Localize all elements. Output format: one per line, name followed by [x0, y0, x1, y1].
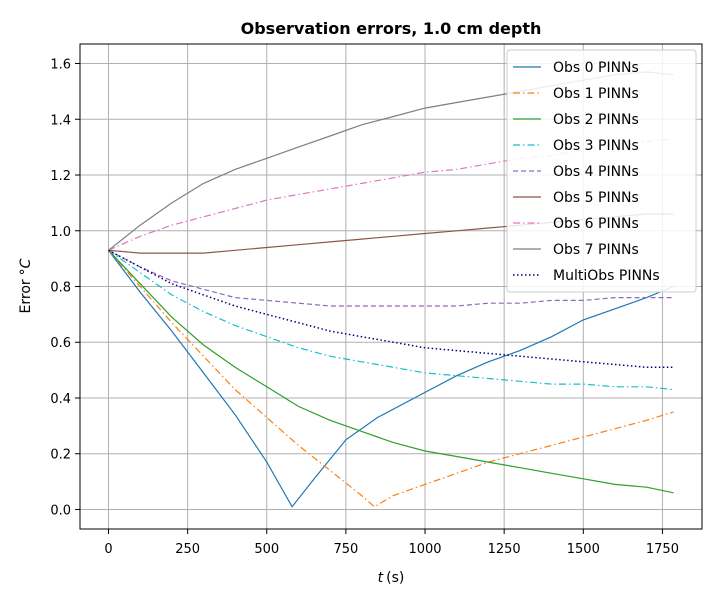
x-tick-label: 250	[175, 542, 200, 557]
x-tick-label: 1750	[646, 542, 679, 557]
y-tick-label: 0.8	[50, 281, 71, 296]
y-tick-label: 0.0	[50, 503, 71, 518]
y-tick-label: 0.2	[50, 448, 71, 463]
x-tick-label: 750	[333, 542, 358, 557]
y-tick-label: 1.4	[50, 113, 71, 128]
legend-label: Obs 6 PINNs	[553, 216, 639, 232]
series-line-6	[108, 138, 674, 251]
x-axis-label: t (s)	[378, 570, 405, 586]
y-axis-text: Error	[18, 279, 34, 313]
y-tick-label: 0.6	[50, 336, 71, 351]
legend-label: Obs 2 PINNs	[553, 112, 639, 128]
legend-label: Obs 0 PINNs	[553, 60, 639, 76]
series-line-4	[108, 249, 674, 307]
legend-label: Obs 7 PINNs	[553, 242, 639, 258]
x-tick-label: 500	[254, 542, 279, 557]
x-tick-label: 1250	[488, 542, 521, 557]
legend: Obs 0 PINNs Obs 1 PINNs Obs 2 PINNs Obs 3 P…	[506, 49, 697, 293]
series-line-0	[108, 249, 674, 508]
legend-label: MultiObs PINNs	[553, 268, 660, 284]
ticks: 0 250 500 750 1000 1250 1500 1750 0.0 0.2 0.4 0.6 0.…	[50, 58, 679, 557]
chart-title: Observation errors, 1.0 cm depth	[241, 19, 542, 38]
series-line-1	[108, 249, 674, 508]
y-tick-label: 1.6	[50, 58, 71, 73]
legend-label: Obs 3 PINNs	[553, 138, 639, 154]
y-axis-label: Error °C	[18, 258, 34, 313]
legend-label: Obs 4 PINNs	[553, 164, 639, 180]
legend-box	[506, 49, 697, 293]
x-axis-unit: (s)	[386, 570, 404, 586]
legend-label: Obs 1 PINNs	[553, 86, 639, 102]
x-tick-label: 0	[104, 542, 112, 557]
series-line-2	[108, 249, 674, 494]
legend-label: Obs 5 PINNs	[553, 190, 639, 206]
y-tick-label: 1.2	[50, 169, 71, 184]
x-tick-label: 1000	[408, 542, 441, 557]
x-tick-label: 1500	[567, 542, 600, 557]
y-tick-label: 0.4	[50, 392, 71, 407]
x-axis-var: t	[378, 570, 384, 586]
y-axis-unit: °C	[18, 258, 34, 275]
y-tick-label: 1.0	[50, 225, 71, 240]
series-line-8	[108, 249, 674, 369]
